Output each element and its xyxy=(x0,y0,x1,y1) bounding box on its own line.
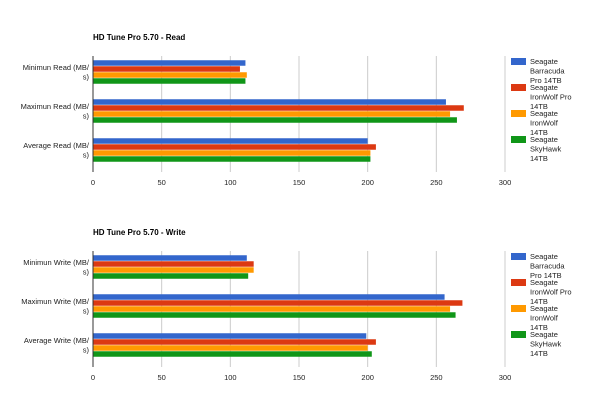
write-x-tick-label: 150 xyxy=(293,373,306,382)
write-bar xyxy=(93,261,254,267)
read-legend-label: Barracuda xyxy=(530,67,565,76)
write-x-tick-label: 250 xyxy=(430,373,443,382)
read-bar xyxy=(93,66,240,72)
read-legend-label: Seagate xyxy=(530,83,558,92)
write-bar xyxy=(93,255,247,261)
write-legend-label: SkyHawk xyxy=(530,340,562,349)
write-bar xyxy=(93,300,463,306)
write-bar xyxy=(93,312,456,318)
read-legend-label: Seagate xyxy=(530,57,558,66)
write-bar xyxy=(93,306,451,312)
read-x-tick-label: 300 xyxy=(499,178,512,187)
write-x-tick-label: 0 xyxy=(91,373,95,382)
read-bar xyxy=(93,117,457,123)
write-x-tick-label: 100 xyxy=(224,373,237,382)
write-legend-label: 14TB xyxy=(530,323,548,332)
write-legend-swatch xyxy=(511,331,526,338)
read-x-tick-label: 250 xyxy=(430,178,443,187)
write-legend-label: IronWolf Pro xyxy=(530,288,572,297)
write-bar xyxy=(93,267,254,273)
write-category-label: s) xyxy=(83,345,90,354)
write-legend-label: Pro 14TB xyxy=(530,271,562,280)
write-chart-title: HD Tune Pro 5.70 - Write xyxy=(93,228,186,237)
read-chart: HD Tune Pro 5.70 - Read 0 50 100 150 200 250 30… xyxy=(21,33,572,187)
write-legend-swatch xyxy=(511,279,526,286)
read-bar xyxy=(93,144,376,150)
write-category-label: Maximun Write (MB/ xyxy=(21,297,90,306)
write-bar xyxy=(93,339,376,345)
write-bar xyxy=(93,333,367,339)
read-category-label: Minimun Read (MB/ xyxy=(23,63,90,72)
read-category-label: Maximun Read (MB/ xyxy=(21,102,90,111)
read-category-label: Average Read (MB/ xyxy=(23,141,90,150)
read-legend-swatch xyxy=(511,84,526,91)
write-legend-swatch xyxy=(511,305,526,312)
write-legend-label: Barracuda xyxy=(530,262,565,271)
read-bar xyxy=(93,78,246,84)
write-legend-label: Seagate xyxy=(530,278,558,287)
read-category-label: s) xyxy=(83,111,90,120)
write-bar xyxy=(93,351,372,357)
read-x-tick-label: 50 xyxy=(157,178,165,187)
write-bar xyxy=(93,273,249,279)
write-category-label: Average Write (MB/ xyxy=(24,336,90,345)
read-chart-svg: HD Tune Pro 5.70 - Read 0 50 100 150 200 250 30… xyxy=(21,33,572,187)
read-x-tick-label: 150 xyxy=(293,178,306,187)
write-x-tick-label: 200 xyxy=(361,373,374,382)
read-legend-label: IronWolf xyxy=(530,119,559,128)
read-legend-label: Seagate xyxy=(530,135,558,144)
read-x-tick-label: 0 xyxy=(91,178,95,187)
write-chart: HD Tune Pro 5.70 - Write 0 50 100 150 200 250 3… xyxy=(0,195,600,400)
write-legend-swatch xyxy=(511,253,526,260)
read-bar xyxy=(93,156,371,162)
read-bar xyxy=(93,99,446,105)
read-bar xyxy=(93,72,247,78)
write-category-label: s) xyxy=(83,267,90,276)
write-category-label: s) xyxy=(83,306,90,315)
write-legend-label: Seagate xyxy=(530,304,558,313)
write-bar xyxy=(93,294,445,300)
read-bar xyxy=(93,111,451,117)
write-legend-label: 14TB xyxy=(530,349,548,358)
write-bar xyxy=(93,345,368,351)
read-category-label: s) xyxy=(83,150,90,159)
read-category-label: s) xyxy=(83,72,90,81)
read-legend-label: 14TB xyxy=(530,154,548,163)
read-legend-label: Pro 14TB xyxy=(530,76,562,85)
read-legend-swatch xyxy=(511,136,526,143)
read-legend-label: SkyHawk xyxy=(530,145,562,154)
write-legend-label: IronWolf xyxy=(530,314,559,323)
read-legend-swatch xyxy=(511,58,526,65)
write-category-label: Minimun Write (MB/ xyxy=(23,258,90,267)
read-legend-label: 14TB xyxy=(530,128,548,137)
write-legend-label: Seagate xyxy=(530,252,558,261)
read-bar xyxy=(93,60,246,66)
write-x-tick-label: 300 xyxy=(499,373,512,382)
read-legend-label: 14TB xyxy=(530,102,548,111)
write-x-tick-label: 50 xyxy=(157,373,165,382)
read-bar xyxy=(93,150,371,156)
read-chart-title: HD Tune Pro 5.70 - Read xyxy=(93,33,185,42)
read-x-tick-label: 200 xyxy=(361,178,374,187)
read-legend-swatch xyxy=(511,110,526,117)
read-bar xyxy=(93,105,464,111)
write-legend-label: Seagate xyxy=(530,330,558,339)
read-bar xyxy=(93,138,368,144)
read-legend-label: IronWolf Pro xyxy=(530,93,572,102)
read-x-tick-label: 100 xyxy=(224,178,237,187)
read-legend-label: Seagate xyxy=(530,109,558,118)
write-legend-label: 14TB xyxy=(530,297,548,306)
write-chart-svg: HD Tune Pro 5.70 - Write 0 50 100 150 200 250 3… xyxy=(21,228,572,382)
